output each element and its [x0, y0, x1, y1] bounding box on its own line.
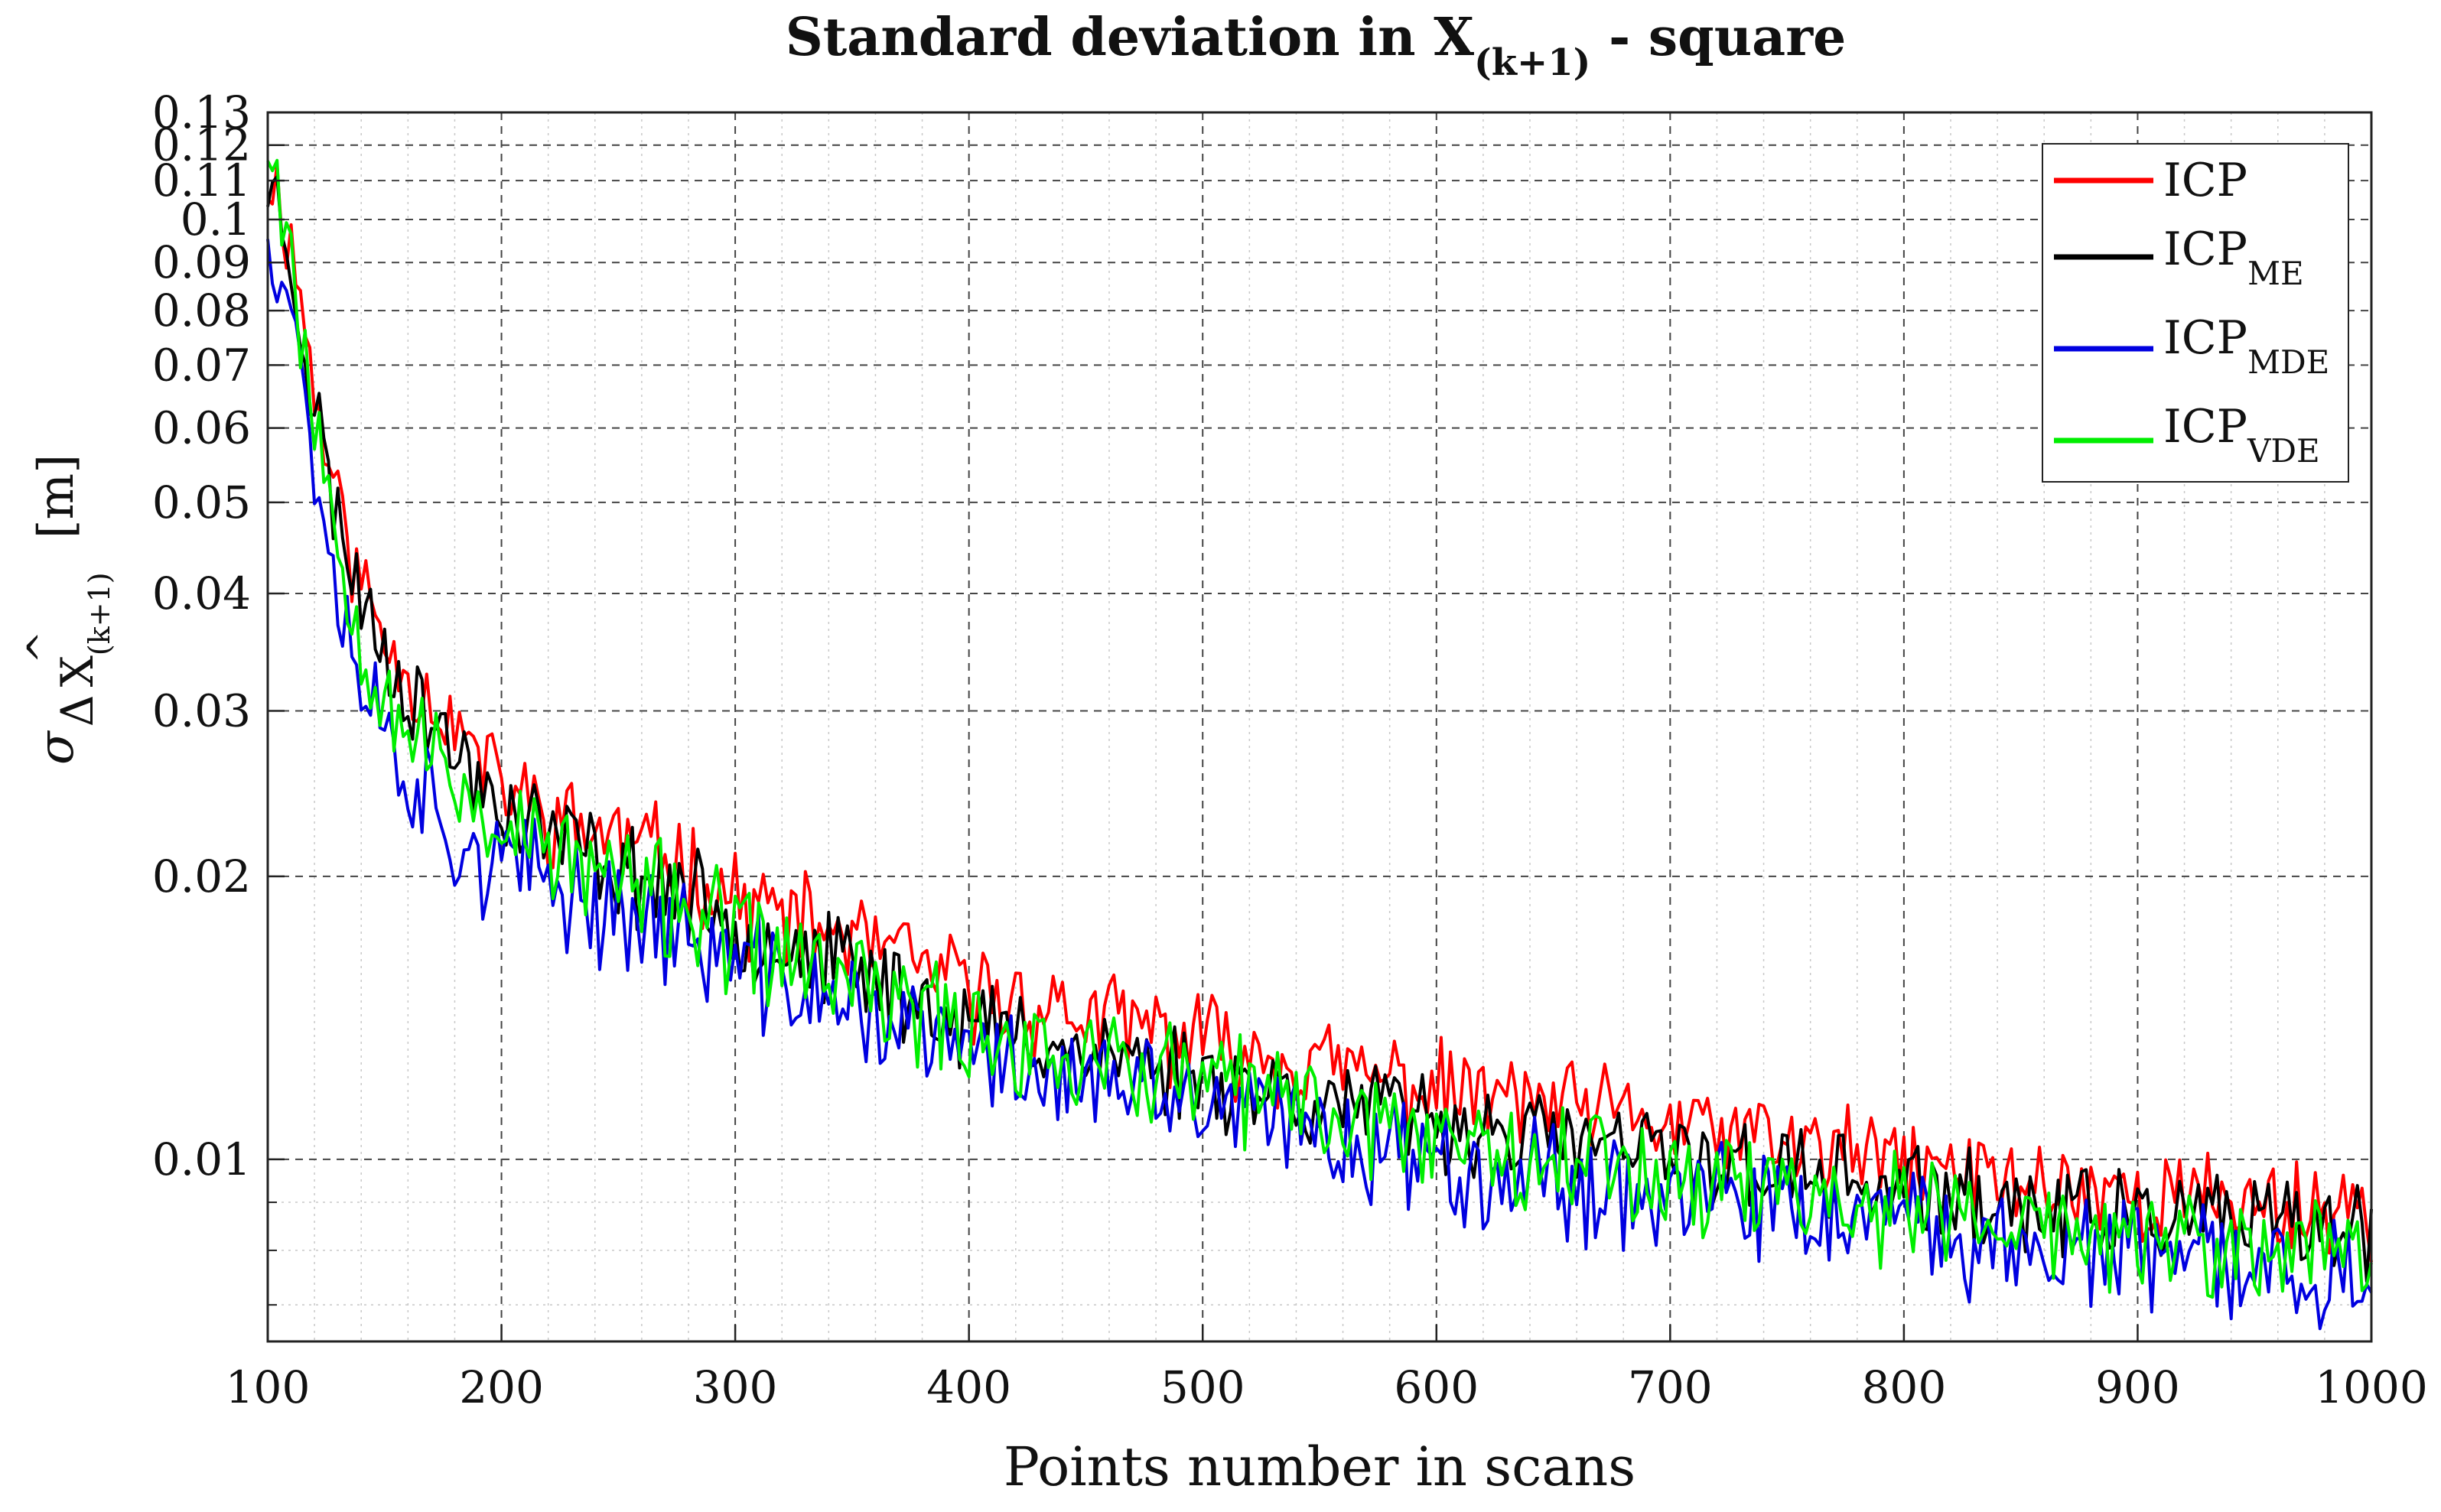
y-label-unit: [m]: [28, 454, 85, 539]
x-axis-label: Points number in scans: [1004, 1436, 1635, 1498]
x-tick-label: 900: [2095, 1361, 2180, 1413]
series-layer: [266, 158, 2373, 1331]
x-tick-label: 600: [1394, 1361, 1479, 1413]
x-tick-label: 800: [1862, 1361, 1947, 1413]
y-tick-label: 0.02: [152, 850, 251, 902]
plot-frame: [266, 111, 2373, 1343]
y-tick-labels: 0.010.020.030.040.050.060.070.080.090.10…: [152, 86, 251, 1185]
y-tick-label: 0.05: [152, 476, 251, 528]
axis-ticks: [266, 111, 2373, 1341]
y-label-hat: ^: [20, 630, 66, 664]
minor-grid: [268, 112, 2371, 1341]
y-label-delta: Δ: [51, 694, 103, 727]
y-tick-label: 0.11: [152, 154, 251, 206]
legend-label-icp-vde: ICPVDE: [2163, 400, 2320, 470]
y-axis-label: σΔX(k+1) [m] ^: [20, 454, 116, 765]
legend-item-icp-me: ICPME: [2054, 223, 2304, 292]
y-label-sigma: σ: [28, 730, 85, 765]
y-tick-label: 0.08: [152, 285, 251, 337]
legend-label-icp-me: ICPME: [2163, 223, 2304, 292]
chart-title: Standard deviation in X(k+1) - square: [786, 7, 1847, 84]
y-tick-label: 0.13: [152, 86, 251, 138]
series-line-icp: [266, 162, 2373, 1263]
x-tick-label: 1000: [2315, 1361, 2428, 1413]
legend-box: [2042, 143, 2349, 483]
x-tick-label: 400: [926, 1361, 1011, 1413]
y-tick-label: 0.06: [152, 402, 251, 454]
svg-text:σΔX(k+1)[m]: σΔX(k+1) [m]: [28, 454, 116, 765]
chart-title-main: Standard deviation in X: [786, 7, 1475, 68]
y-tick-label: 0.1: [181, 193, 251, 245]
y-label-var: X: [51, 655, 103, 687]
legend-item-icp: ICP: [2054, 154, 2247, 207]
y-tick-label: 0.12: [152, 119, 251, 171]
x-tick-label: 500: [1160, 1361, 1245, 1413]
legend-label-icp: ICP: [2163, 154, 2247, 207]
x-tick-label: 200: [459, 1361, 544, 1413]
chart-title-suffix: - square: [1590, 7, 1846, 68]
x-tick-labels: 100 200 300 400 500 600 700 800 900 1000: [226, 1361, 2428, 1413]
legend-item-icp-mde: ICPMDE: [2054, 311, 2329, 381]
legend: ICP ICPME ICPMDE ICPVDE: [2042, 143, 2349, 483]
y-tick-label: 0.07: [152, 339, 251, 391]
y-tick-label: 0.01: [152, 1133, 251, 1185]
y-label-subscript: (k+1): [83, 572, 116, 655]
legend-item-icp-vde: ICPVDE: [2054, 400, 2320, 470]
y-tick-label: 0.09: [152, 236, 251, 288]
x-tick-label: 300: [693, 1361, 778, 1413]
chart-title-subscript: (k+1): [1474, 41, 1590, 84]
x-tick-label: 100: [226, 1361, 311, 1413]
x-tick-label: 700: [1628, 1361, 1713, 1413]
y-tick-label: 0.04: [152, 567, 251, 619]
y-tick-label: 0.03: [152, 685, 251, 737]
series-line-icp-vde: [266, 158, 2373, 1299]
legend-label-icp-mde: ICPMDE: [2163, 311, 2329, 381]
